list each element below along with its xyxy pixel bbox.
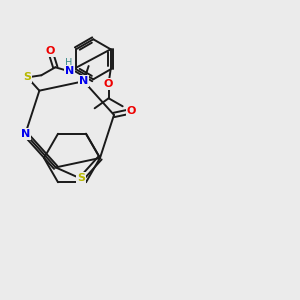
Text: O: O <box>104 79 113 89</box>
Text: O: O <box>127 106 136 116</box>
Text: N: N <box>79 76 88 86</box>
Text: O: O <box>46 46 55 56</box>
Text: S: S <box>77 173 85 183</box>
Text: N: N <box>65 66 74 76</box>
Text: S: S <box>23 72 31 82</box>
Text: H: H <box>64 58 72 68</box>
Text: N: N <box>21 129 30 139</box>
